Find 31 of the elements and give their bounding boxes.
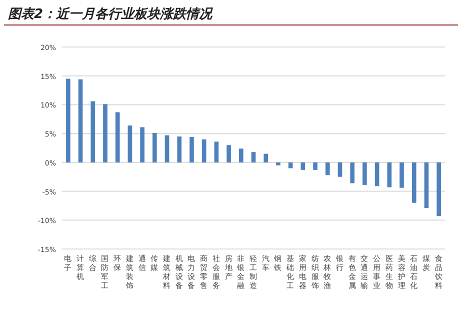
bar [66,78,70,162]
bar [226,145,231,162]
bar [251,152,256,162]
chart-title: 图表2：近一月各行业板块涨跌情况 [8,6,214,22]
bar [103,104,108,162]
bar [362,162,367,185]
bar [202,139,206,162]
bar [350,162,354,184]
bar [140,127,144,162]
bar [374,162,380,186]
bar [90,101,96,162]
bar [300,162,306,170]
bar [152,132,157,162]
bar [400,162,404,188]
bar [214,142,219,162]
bar [238,148,244,162]
bar [276,162,280,166]
bar [177,136,182,162]
bar [115,112,120,162]
bar [412,162,416,203]
bar [424,162,429,208]
bar [264,154,268,162]
bar [190,137,194,162]
bar [78,79,83,162]
bar [436,162,441,216]
bar [338,162,342,177]
bar [313,162,318,170]
bar [325,162,330,176]
bar [387,162,392,188]
bar [164,135,170,162]
bar [128,125,132,162]
